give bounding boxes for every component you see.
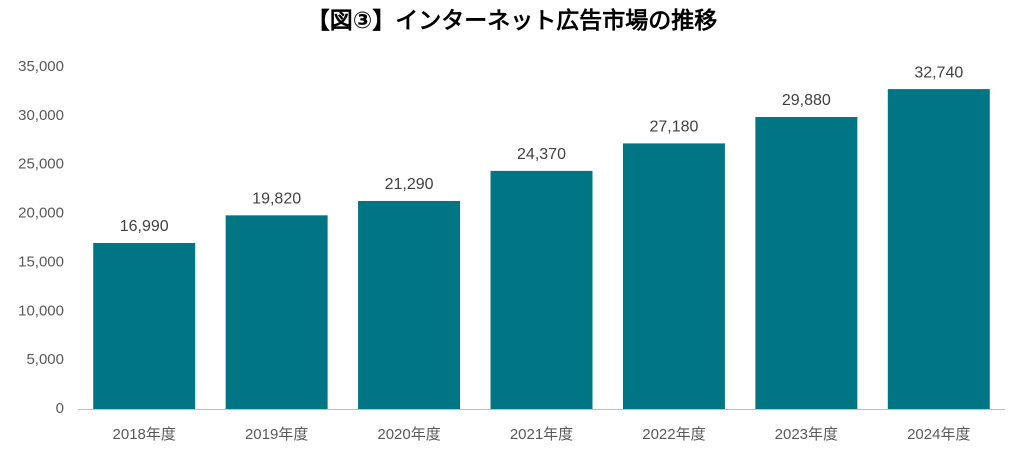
data-label: 21,290 <box>385 176 434 193</box>
x-tick-label: 2022年度 <box>642 426 705 443</box>
data-label: 16,990 <box>120 218 169 235</box>
bar <box>93 242 196 409</box>
bar <box>622 143 725 409</box>
y-tick-label: 25,000 <box>18 156 64 173</box>
bar <box>490 170 593 409</box>
y-tick-label: 0 <box>56 400 64 417</box>
x-tick-label: 2018年度 <box>113 426 176 443</box>
bar <box>225 215 328 409</box>
y-tick-label: 20,000 <box>18 205 64 222</box>
y-tick-label: 10,000 <box>18 302 64 319</box>
bar <box>887 89 990 409</box>
y-tick-label: 30,000 <box>18 107 64 124</box>
x-tick-label: 2021年度 <box>510 426 573 443</box>
y-tick-label: 5,000 <box>26 351 64 368</box>
x-tick-label: 2019年度 <box>245 426 308 443</box>
data-label: 27,180 <box>649 119 698 136</box>
data-label: 29,880 <box>782 92 831 109</box>
x-tick-label: 2020年度 <box>377 426 440 443</box>
chart-title: 【図③】インターネット広告市場の推移 <box>307 7 717 33</box>
data-label: 19,820 <box>252 191 301 208</box>
x-tick-label: 2023年度 <box>775 426 838 443</box>
bar <box>755 117 858 409</box>
data-label: 24,370 <box>517 146 566 163</box>
y-tick-label: 35,000 <box>18 58 64 75</box>
bar <box>358 200 461 409</box>
y-tick-label: 15,000 <box>18 253 64 270</box>
x-tick-label: 2024年度 <box>907 426 970 443</box>
data-label: 32,740 <box>914 64 963 81</box>
